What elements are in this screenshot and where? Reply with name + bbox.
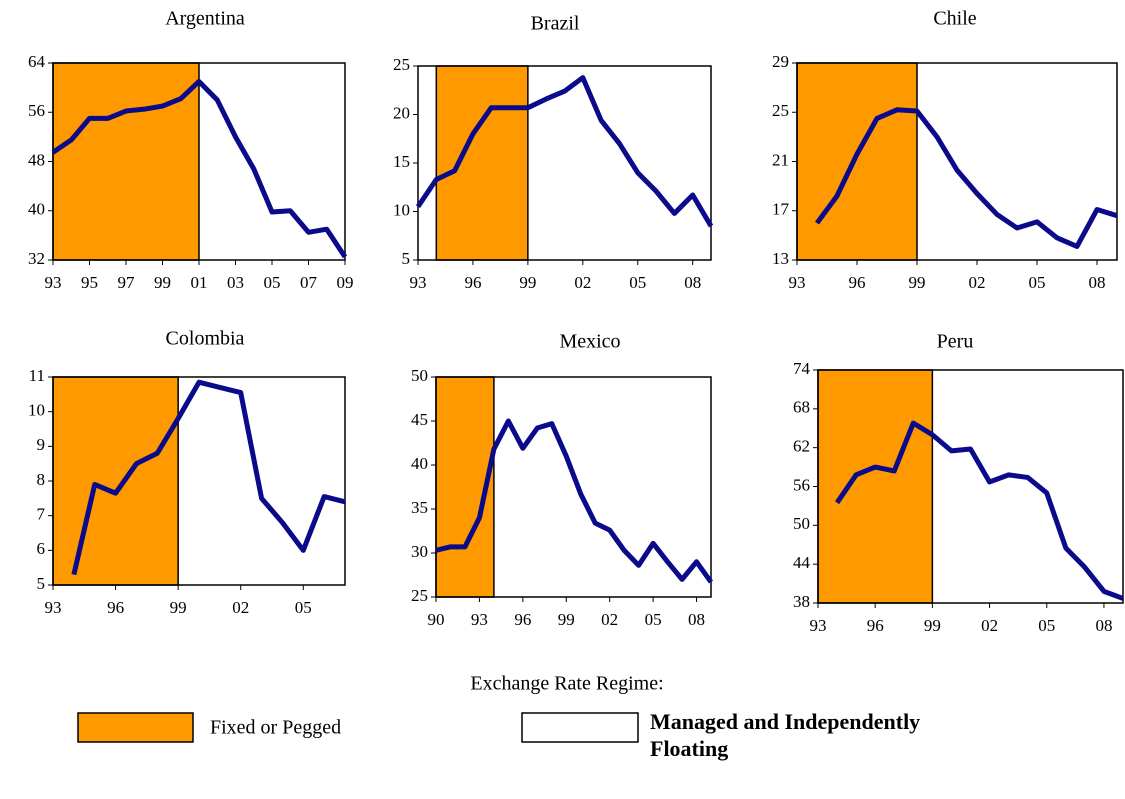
x-tick-label: 93	[471, 610, 488, 629]
x-tick-label: 02	[969, 273, 986, 292]
chart-title: Brazil	[531, 13, 580, 35]
y-tick-label: 6	[37, 539, 46, 558]
y-tick-label: 40	[28, 200, 45, 219]
y-tick-label: 35	[411, 498, 428, 517]
y-tick-label: 32	[28, 249, 45, 268]
x-tick-label: 99	[519, 273, 536, 292]
y-tick-label: 74	[793, 359, 811, 378]
data-line	[814, 107, 1118, 249]
x-tick-label: 02	[981, 616, 998, 635]
legend-swatch	[521, 712, 639, 743]
x-tick-label: 97	[118, 273, 136, 292]
regime-shading	[435, 65, 529, 261]
y-tick-label: 50	[411, 366, 428, 385]
x-tick-label: 93	[45, 273, 62, 292]
x-tick-label: 99	[558, 610, 575, 629]
data-line	[71, 379, 346, 576]
y-tick-label: 15	[393, 152, 410, 171]
x-tick-label: 99	[170, 598, 187, 617]
y-tick-label: 38	[793, 592, 810, 611]
x-tick-label: 08	[1095, 616, 1112, 635]
data-line	[51, 78, 348, 259]
x-tick-label: 90	[428, 610, 445, 629]
y-tick-label: 25	[411, 586, 428, 605]
y-tick-label: 68	[793, 398, 810, 417]
x-tick-label: 96	[107, 598, 124, 617]
x-tick-label: 05	[645, 610, 662, 629]
data-line	[435, 418, 714, 584]
y-tick-label: 10	[28, 401, 45, 420]
data-line	[415, 75, 714, 228]
y-tick-label: 56	[793, 475, 810, 494]
x-tick-label: 96	[849, 273, 866, 292]
x-tick-label: 02	[232, 598, 249, 617]
y-tick-label: 5	[402, 249, 411, 268]
chart-title: Argentina	[165, 8, 245, 30]
y-tick-label: 9	[37, 435, 46, 454]
y-tick-label: 62	[793, 437, 810, 456]
y-tick-label: 40	[411, 454, 428, 473]
x-tick-label: 93	[45, 598, 62, 617]
chart-title: Mexico	[559, 331, 620, 353]
x-tick-label: 99	[154, 273, 171, 292]
y-tick-label: 45	[411, 410, 428, 429]
x-tick-label: 05	[295, 598, 312, 617]
legend-label: Managed and Independently Floating	[650, 709, 921, 761]
x-tick-label: 05	[1029, 273, 1046, 292]
x-tick-label: 02	[574, 273, 591, 292]
x-tick-label: 95	[81, 273, 98, 292]
y-tick-label: 64	[28, 52, 46, 71]
x-tick-label: 05	[264, 273, 281, 292]
x-tick-label: 08	[1089, 273, 1106, 292]
x-tick-label: 03	[227, 273, 244, 292]
y-tick-label: 13	[772, 249, 789, 268]
chart-title: Chile	[933, 8, 976, 30]
x-tick-label: 99	[909, 273, 926, 292]
x-tick-label: 96	[514, 610, 531, 629]
y-tick-label: 50	[793, 514, 810, 533]
x-tick-label: 96	[464, 273, 481, 292]
x-tick-label: 93	[810, 616, 827, 635]
legend-title: Exchange Rate Regime:	[470, 673, 663, 695]
x-tick-label: 02	[601, 610, 618, 629]
x-tick-label: 01	[191, 273, 208, 292]
chart-title: Peru	[937, 331, 974, 353]
y-tick-label: 56	[28, 101, 45, 120]
legend-label: Fixed or Pegged	[210, 717, 341, 739]
x-tick-label: 08	[684, 273, 701, 292]
x-tick-label: 96	[867, 616, 884, 635]
x-tick-label: 05	[629, 273, 646, 292]
y-tick-label: 20	[393, 103, 410, 122]
y-tick-label: 10	[393, 200, 410, 219]
x-tick-label: 93	[410, 273, 427, 292]
y-tick-label: 8	[37, 470, 46, 489]
x-tick-label: 99	[924, 616, 941, 635]
regime-shading	[796, 62, 918, 261]
legend-swatch	[77, 712, 194, 743]
y-tick-label: 29	[772, 52, 789, 71]
y-tick-label: 5	[37, 574, 46, 593]
data-line	[835, 420, 1124, 601]
x-tick-label: 05	[1038, 616, 1055, 635]
regime-shading	[52, 376, 179, 586]
x-tick-label: 08	[688, 610, 705, 629]
x-tick-label: 93	[789, 273, 806, 292]
y-tick-label: 21	[772, 150, 789, 169]
y-tick-label: 48	[28, 150, 45, 169]
y-tick-label: 7	[37, 505, 46, 524]
y-tick-label: 11	[29, 366, 45, 385]
chart-title: Colombia	[166, 328, 245, 350]
regime-shading	[817, 369, 934, 604]
y-tick-label: 44	[793, 553, 811, 572]
x-tick-label: 07	[300, 273, 318, 292]
y-tick-label: 30	[411, 542, 428, 561]
x-tick-label: 09	[337, 273, 354, 292]
y-tick-label: 25	[393, 55, 410, 74]
regime-shading	[52, 62, 200, 261]
y-tick-label: 17	[772, 200, 790, 219]
y-tick-label: 25	[772, 101, 789, 120]
plot-frame	[435, 376, 712, 598]
